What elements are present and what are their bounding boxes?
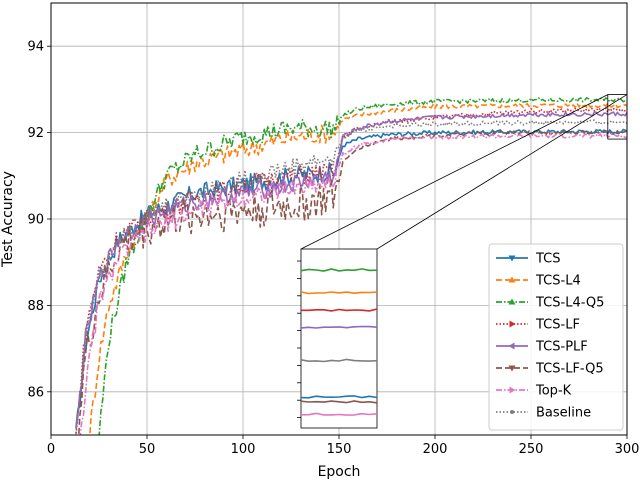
y-tick-label: 92 — [27, 126, 44, 141]
legend-label: Top-K — [535, 384, 572, 399]
legend-label: Baseline — [536, 406, 591, 421]
zoom-connector — [300, 94, 608, 250]
x-tick-label: 300 — [615, 442, 640, 457]
x-tick-label: 0 — [47, 442, 55, 457]
y-tick-label: 86 — [27, 385, 44, 400]
inset-line-tcs-l4 — [301, 291, 377, 295]
legend-entry: TCS-L4 — [496, 274, 581, 289]
legend-label: TCS-LF — [535, 318, 580, 333]
legend-entry: TCS-LF-Q5 — [496, 362, 604, 377]
inset-line-baseline — [301, 358, 377, 363]
x-tick-label: 150 — [327, 442, 352, 457]
x-tick-label: 200 — [423, 442, 448, 457]
legend-entry: TCS-L4-Q5 — [496, 296, 604, 311]
legend-marker — [508, 365, 516, 372]
inset-line-tcs-lf-q5 — [301, 400, 377, 404]
legend-marker — [509, 386, 516, 394]
legend-marker — [508, 276, 516, 283]
legend-entry: TCS — [496, 252, 561, 267]
series-line-tcs-lf — [75, 107, 627, 434]
inset-zoom-panel — [297, 248, 378, 429]
y-axis-label: Test Accuracy — [0, 171, 16, 268]
inset-line-tcs-l4-q5 — [301, 268, 377, 272]
legend-label: TCS-LF-Q5 — [535, 362, 604, 377]
legend-label: TCS-PLF — [535, 340, 588, 355]
legend-label: TCS — [535, 252, 561, 267]
x-tick-label: 100 — [231, 442, 256, 457]
legend-marker — [510, 410, 514, 414]
inset-line-tcs-lf — [301, 308, 377, 312]
x-tick-label: 50 — [139, 442, 156, 457]
x-tick-label: 250 — [519, 442, 544, 457]
inset-frame — [300, 248, 378, 429]
axis-ticks: 0 50 100 150 200 250 300 86 88 90 92 94 — [27, 40, 639, 457]
legend-marker — [508, 255, 516, 262]
series-line-baseline — [75, 119, 627, 435]
legend-marker — [508, 298, 516, 305]
inset-series — [301, 268, 377, 416]
legend-entry: Top-K — [496, 384, 572, 399]
series-line-tcs-l4 — [89, 102, 627, 435]
series-line-top-k — [79, 132, 627, 435]
inset-line-tcs — [301, 395, 377, 399]
series-line-tcs-l4-q5 — [98, 97, 627, 435]
x-axis-label: Epoch — [318, 464, 361, 480]
y-tick-label: 94 — [27, 40, 44, 55]
inset-line-top-k — [301, 412, 377, 416]
y-tick-label: 90 — [27, 213, 44, 228]
legend: TCS TCS-L4 TCS-L4-Q5 TCS-LF TCS-PLF TCS-LF-Q5… — [488, 243, 624, 431]
legend-entry: Baseline — [496, 406, 591, 421]
inset-line-tcs-plf — [301, 325, 377, 329]
legend-marker — [508, 342, 515, 350]
legend-entry: TCS-LF — [496, 318, 580, 333]
legend-entry: TCS-PLF — [496, 340, 588, 355]
y-tick-label: 88 — [27, 299, 44, 314]
legend-label: TCS-L4 — [535, 274, 581, 289]
legend-box — [488, 243, 624, 431]
zoom-connector — [376, 94, 628, 250]
legend-marker — [509, 320, 516, 328]
legend-label: TCS-L4-Q5 — [535, 296, 604, 311]
